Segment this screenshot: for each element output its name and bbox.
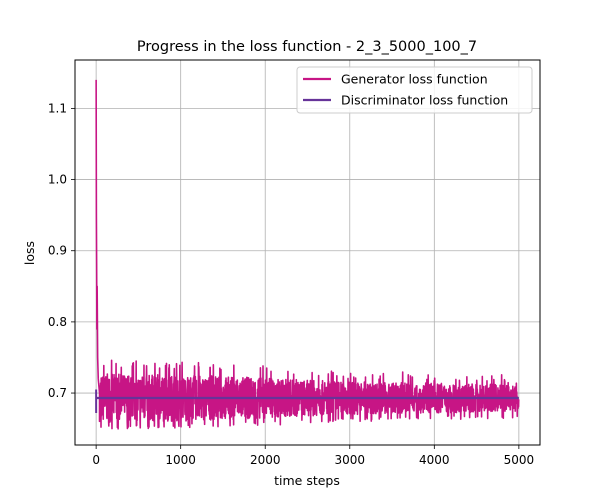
x-tick-label: 5000 bbox=[504, 453, 535, 467]
y-tick-label: 1.1 bbox=[48, 101, 67, 115]
legend-label: Generator loss function bbox=[341, 72, 488, 87]
x-axis-label: time steps bbox=[274, 473, 340, 488]
x-tick-label: 2000 bbox=[250, 453, 281, 467]
x-axis-ticks: 0 1000 2000 3000 4000 5000 bbox=[92, 445, 534, 467]
generator-loss-line bbox=[95, 79, 520, 430]
y-tick-label: 0.8 bbox=[48, 315, 67, 329]
chart-title: Progress in the loss function - 2_3_5000… bbox=[137, 39, 477, 55]
plot-data bbox=[95, 79, 520, 430]
x-tick-label: 4000 bbox=[419, 453, 450, 467]
x-tick-label: 1000 bbox=[165, 453, 196, 467]
legend: Generator loss function Discriminator los… bbox=[296, 66, 533, 114]
y-tick-label: 0.9 bbox=[48, 244, 67, 258]
legend-label: Discriminator loss function bbox=[341, 93, 508, 108]
y-tick-label: 1.0 bbox=[48, 173, 67, 187]
axes-frame bbox=[74, 59, 541, 446]
x-tick-label: 0 bbox=[92, 453, 100, 467]
y-axis-label: loss bbox=[22, 241, 37, 265]
y-tick-label: 0.7 bbox=[48, 386, 67, 400]
x-tick-label: 3000 bbox=[334, 453, 365, 467]
legend-box bbox=[296, 66, 533, 114]
y-axis-ticks: 0.7 0.8 0.9 1.0 1.1 bbox=[48, 101, 75, 400]
